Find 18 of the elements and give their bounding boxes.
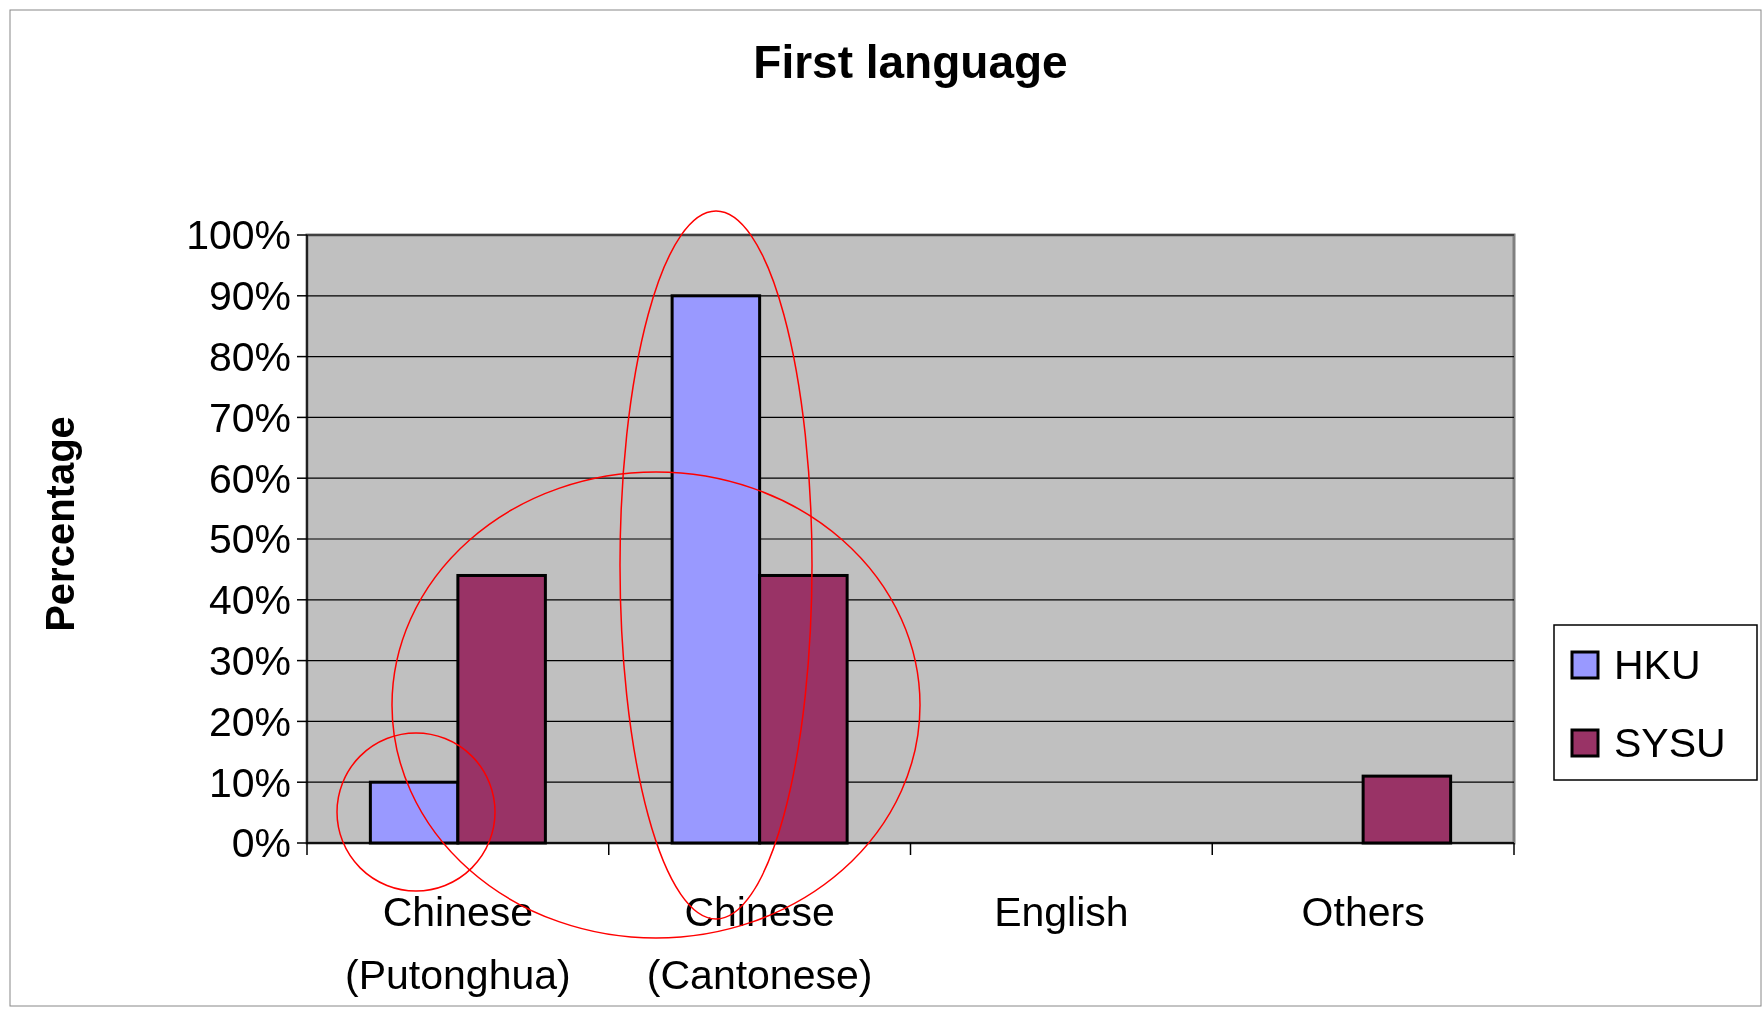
y-tick-label: 100% — [186, 212, 291, 259]
y-tick-label: 50% — [208, 516, 291, 563]
x-tick-label: English — [994, 889, 1129, 935]
y-tick-label: 30% — [208, 637, 291, 684]
y-tick-label: 80% — [208, 333, 291, 380]
y-tick-label: 70% — [208, 394, 291, 441]
y-tick-label: 60% — [208, 455, 291, 502]
y-tick-label: 90% — [208, 273, 291, 320]
y-tick-label: 20% — [208, 698, 291, 745]
legend-label: SYSU — [1614, 720, 1726, 767]
y-tick-label: 40% — [208, 577, 291, 624]
x-tick-label: Chinese (Putonghua) — [345, 889, 571, 998]
y-tick-label: 10% — [208, 759, 291, 806]
x-tick-label: Others — [1301, 889, 1425, 935]
y-tick-label: 0% — [231, 820, 291, 867]
y-axis-title: Percentage — [38, 416, 82, 632]
chart-title: First language — [753, 36, 1068, 88]
legend-label: HKU — [1614, 642, 1701, 689]
